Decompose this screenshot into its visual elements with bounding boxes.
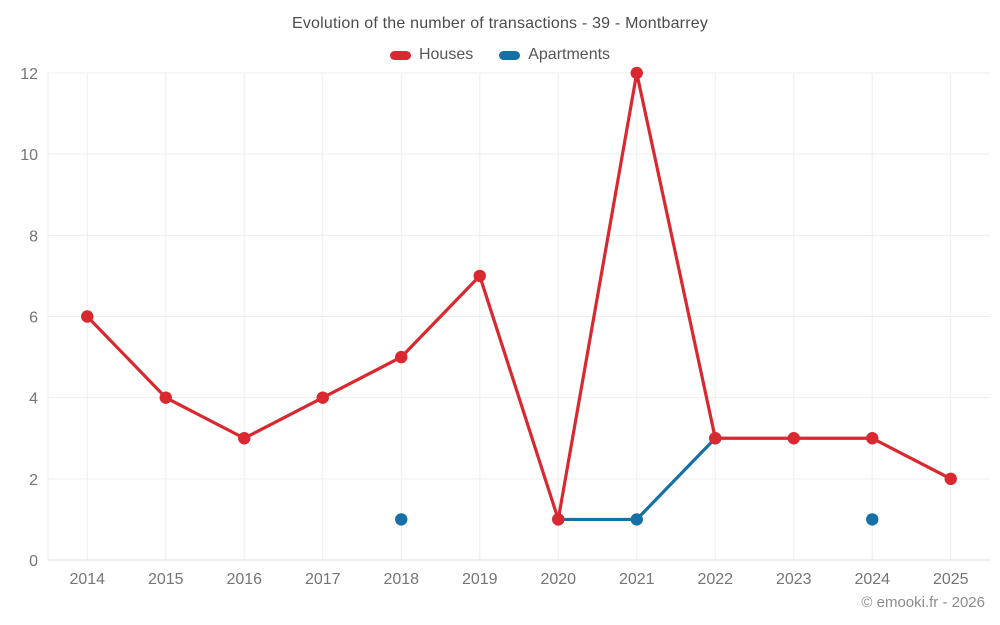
data-point-apartments-2024[interactable] (866, 513, 879, 526)
x-tick-label-2022: 2022 (697, 571, 733, 588)
y-tick-label-4: 4 (29, 391, 38, 408)
data-point-houses-2020[interactable] (552, 513, 565, 526)
x-tick-label-2020: 2020 (540, 571, 576, 588)
x-tick-label-2019: 2019 (462, 571, 498, 588)
data-point-houses-2022[interactable] (709, 432, 722, 445)
x-tick-label-2017: 2017 (305, 571, 341, 588)
data-point-apartments-2018[interactable] (395, 513, 408, 526)
x-tick-label-2014: 2014 (69, 571, 105, 588)
data-point-houses-2023[interactable] (787, 432, 800, 445)
legend-item-houses[interactable]: Houses (389, 46, 474, 64)
data-point-houses-2014[interactable] (81, 310, 94, 323)
chart-title: Evolution of the number of transactions … (291, 15, 709, 32)
legend: Houses Apartments (0, 46, 1000, 64)
data-point-houses-2018[interactable] (395, 350, 408, 364)
legend-item-apartments[interactable]: Apartments (499, 46, 610, 64)
line-houses (85, 71, 953, 522)
apartments-legend-swatch-icon (499, 50, 521, 60)
data-point-houses-2017[interactable] (316, 391, 329, 404)
data-point-houses-2025[interactable] (944, 472, 957, 486)
data-point-houses-2019[interactable] (473, 269, 486, 283)
x-tick-label-2024: 2024 (854, 571, 890, 588)
x-tick-label-2018: 2018 (383, 571, 419, 588)
legend-label-houses: Houses (418, 46, 474, 63)
houses-legend-swatch-icon (389, 50, 411, 60)
x-tick-label-2021: 2021 (619, 571, 655, 588)
x-tick-label-2023: 2023 (776, 571, 812, 588)
y-tick-label-0: 0 (29, 553, 38, 570)
y-tick-label-6: 6 (29, 310, 38, 327)
data-point-houses-2021[interactable] (630, 66, 643, 80)
copyright-footer: © emooki.fr - 2026 (861, 594, 985, 611)
y-tick-label-8: 8 (29, 228, 38, 245)
data-point-houses-2016[interactable] (238, 432, 251, 445)
data-point-houses-2015[interactable] (159, 391, 172, 404)
x-tick-label-2025: 2025 (933, 571, 969, 588)
data-point-apartments-2021[interactable] (630, 513, 643, 526)
x-tick-label-2016: 2016 (226, 571, 262, 588)
y-tick-label-2: 2 (29, 472, 38, 489)
data-point-houses-2024[interactable] (866, 432, 879, 445)
x-tick-label-2015: 2015 (148, 571, 184, 588)
y-tick-label-12: 12 (20, 66, 38, 83)
y-tick-label-10: 10 (20, 147, 38, 164)
legend-label-apartments: Apartments (528, 46, 611, 63)
